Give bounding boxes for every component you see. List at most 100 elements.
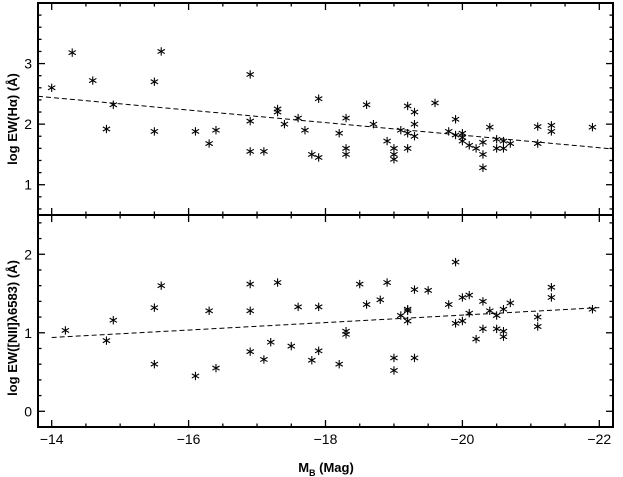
x-tick-label: −20 (451, 431, 475, 447)
top-data-point (479, 163, 487, 172)
x-tick-label: −16 (177, 431, 201, 447)
top-panel-frame (37, 2, 614, 216)
top-data-point (451, 115, 460, 124)
bottom-data-point (485, 306, 494, 315)
top-data-point (205, 139, 214, 148)
bottom-data-point (533, 312, 542, 322)
top-data-point (492, 144, 501, 153)
bottom-data-point (157, 281, 166, 290)
x-axis-label-unit: (Mag) (316, 460, 354, 475)
x-axis-label: MB (Mag) (298, 460, 354, 477)
bottom-data-point (383, 278, 392, 287)
bottom-data-point (294, 302, 303, 312)
bottom-data-point (307, 356, 316, 365)
top-data-point (472, 144, 481, 153)
top-data-point (547, 127, 556, 136)
top-data-point (301, 126, 309, 135)
bottom-data-point (451, 319, 460, 328)
bottom-data-point (61, 326, 70, 335)
bottom-data-point (403, 306, 412, 315)
bottom-data-point (246, 347, 255, 356)
top-data-point (157, 47, 166, 56)
bottom-data-point (547, 293, 556, 302)
top-data-point (342, 150, 350, 159)
top-data-point (431, 98, 439, 108)
bottom-data-point (246, 279, 255, 289)
bottom-data-point (355, 279, 364, 289)
bottom-data-point (444, 300, 453, 309)
top-y-axis-label: log EW(Hα) (Å) (5, 73, 20, 165)
bottom-data-point (458, 293, 467, 302)
bottom-data-point (588, 305, 597, 314)
top-data-point (533, 122, 542, 131)
top-data-point (410, 119, 419, 129)
bottom-panel-frame (37, 214, 614, 428)
top-data-point (479, 150, 487, 159)
top-data-point (47, 83, 56, 92)
top-data-point (246, 70, 255, 79)
top-markers (47, 47, 597, 172)
bottom-data-point (465, 290, 474, 300)
top-data-point (479, 138, 487, 147)
top-data-point (335, 129, 344, 138)
top-data-point (191, 127, 200, 136)
bottom-data-point (335, 359, 344, 369)
bottom-y-tick-label: 2 (24, 246, 32, 262)
bottom-data-point (458, 316, 467, 326)
bottom-data-point (109, 316, 118, 325)
top-data-point (259, 147, 268, 156)
bottom-data-point (492, 311, 501, 320)
bottom-data-point (396, 311, 405, 320)
top-data-point (212, 126, 220, 135)
bottom-data-point (390, 353, 398, 363)
bottom-data-point (376, 295, 385, 304)
top-data-point (246, 116, 255, 126)
x-tick-label: −18 (314, 431, 338, 447)
x-tick-label: −22 (587, 431, 611, 447)
bottom-data-point (410, 285, 419, 294)
top-data-point (396, 126, 405, 135)
bottom-data-point (205, 306, 214, 315)
bottom-data-point (472, 334, 481, 344)
top-data-point (410, 132, 419, 141)
top-data-point (280, 119, 289, 129)
top-data-point (506, 139, 515, 148)
panel-halpha: 1 2 3 log EW(Hα) (Å) (5, 14, 614, 210)
bottom-y-axis-label: log EW([NII]λ6583) (Å) (5, 260, 20, 396)
top-data-point (492, 135, 501, 144)
top-data-point (246, 147, 255, 156)
panel-nii: 0 1 2 log EW([NII]λ6583) (Å) (5, 222, 613, 428)
bottom-data-point (362, 300, 371, 309)
bottom-y-tick-label: 0 (24, 403, 32, 419)
bottom-data-point (533, 322, 542, 331)
top-data-point (410, 107, 419, 117)
bottom-markers (61, 257, 597, 381)
x-axis-label-main: M (298, 460, 309, 475)
bottom-data-point (465, 308, 474, 318)
top-data-point (150, 127, 159, 136)
top-data-point (499, 136, 508, 146)
bottom-data-point (287, 341, 296, 351)
top-data-point (294, 113, 303, 123)
top-data-point (307, 150, 316, 159)
bottom-data-point (266, 338, 275, 347)
top-data-point (273, 107, 282, 117)
top-y-ticks: 1 2 3 (24, 14, 613, 210)
bottom-data-point (150, 303, 159, 312)
top-y-tick-label: 2 (24, 116, 32, 132)
top-data-point (390, 155, 398, 164)
bottom-data-point (314, 302, 323, 312)
top-data-point (465, 141, 474, 150)
bottom-data-point (273, 278, 282, 287)
top-data-point (458, 136, 467, 146)
top-y-tick-label: 1 (24, 177, 32, 193)
bottom-data-point (259, 355, 268, 364)
bottom-data-point (547, 283, 556, 292)
top-data-point (342, 113, 350, 123)
bottom-data-point (314, 346, 323, 356)
top-data-point (588, 122, 597, 132)
top-data-point (109, 100, 118, 109)
top-data-point (362, 100, 371, 109)
top-data-point (314, 94, 323, 103)
